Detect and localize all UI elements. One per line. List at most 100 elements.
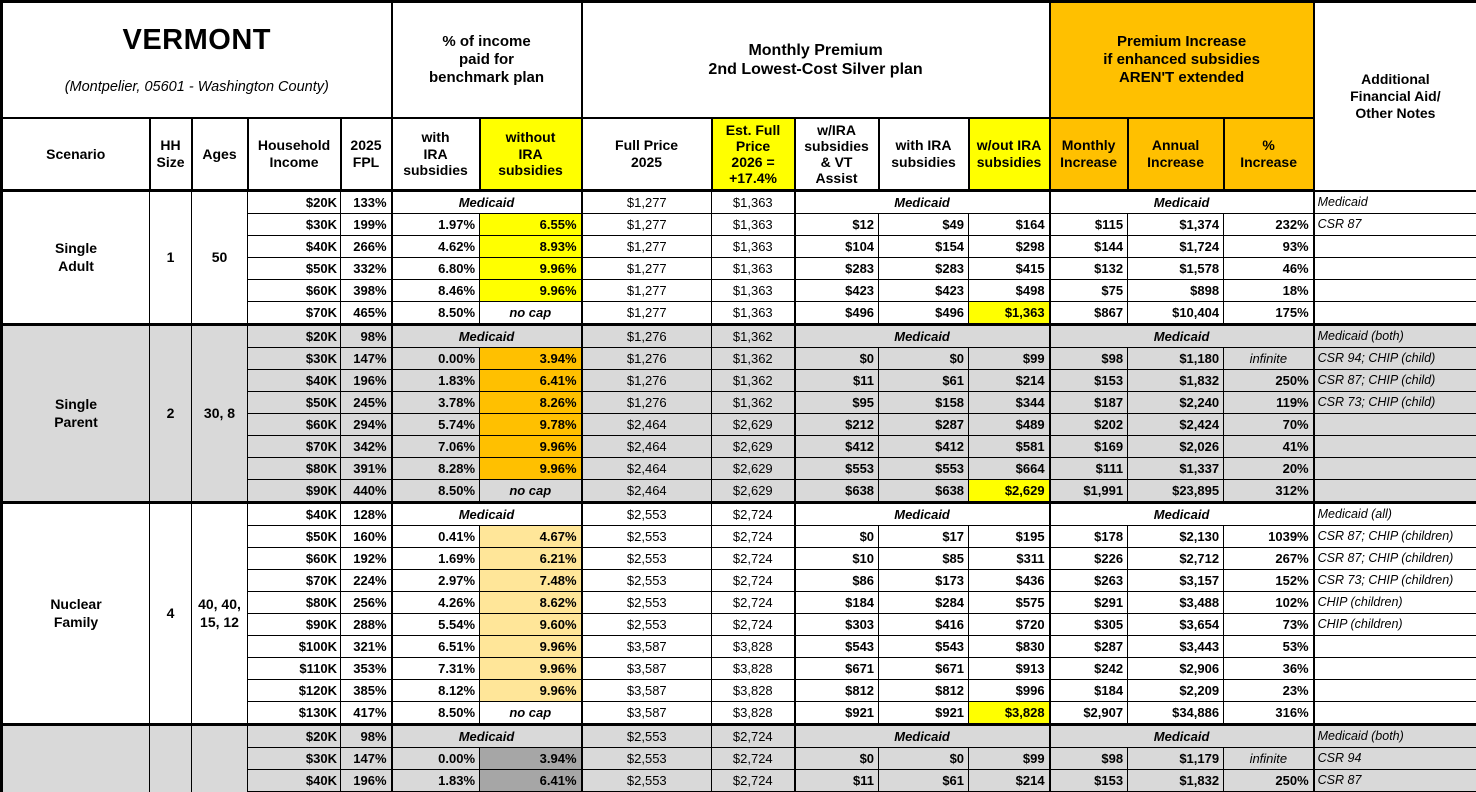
location-subtitle: (Montpelier, 05601 - Washington County) [64, 79, 329, 96]
cell-est-full-price-2026: $1,362 [711, 347, 796, 371]
cell-est-full-price-2026: $1,362 [711, 323, 796, 349]
cell-fpl: 256% [339, 591, 393, 615]
cell-without-ira-pct: 6.41% [479, 369, 583, 393]
cell-without-ira-pct: 9.96% [479, 279, 583, 303]
cell-fpl: 288% [339, 613, 393, 637]
cell-with-ira-pct: 4.26% [390, 591, 481, 615]
cell-notes [1312, 657, 1476, 681]
cell-with-ira-pct: 1.97% [390, 213, 481, 237]
cell-w-ira-vt-assist: $11 [793, 769, 880, 792]
cell-fpl: 391% [339, 457, 393, 481]
cell-pct-increase: 41% [1223, 435, 1315, 459]
cell-monthly-increase: $115 [1048, 213, 1129, 237]
cell-without-ira-pct: 4.67% [479, 525, 583, 549]
cell-fpl: 199% [339, 213, 393, 237]
cell-with-ira-pct: 8.12% [390, 679, 481, 703]
cell-monthly-increase: $144 [1048, 235, 1129, 259]
table-row: $50K 245% 3.78% 8.26% $1,276 $1,362 $95 $158 $34… [1, 391, 1476, 415]
cell-est-full-price-2026: $1,362 [711, 391, 796, 415]
cell-annual-increase: $1,832 [1127, 369, 1225, 393]
cell-without-ira-pct: no cap [479, 701, 583, 726]
cell-pct-increase: 267% [1223, 547, 1315, 571]
col-header-full-price-2025: Full Price 2025 [580, 116, 713, 193]
cell-notes: CHIP (children) [1312, 613, 1476, 637]
table-row: $80K 256% 4.26% 8.62% $2,553 $2,724 $184 $284 $5… [1, 591, 1476, 615]
cell-wout-ira-subsidies: $436 [968, 569, 1051, 593]
cell-fpl: 266% [339, 235, 393, 259]
cell-household-income: $30K [247, 747, 341, 771]
cell-household-income: $30K [247, 213, 341, 237]
cell-fpl: 128% [339, 501, 393, 527]
cell-household-income: $50K [247, 257, 341, 281]
cell-w-ira-vt-assist: $553 [793, 457, 880, 481]
cell-notes [1312, 279, 1476, 303]
col-header-with-ira-pct: with IRA subsidies [390, 116, 481, 193]
cell-medicaid-pct-income: Medicaid [390, 501, 583, 527]
cell-wout-ira-subsidies: $720 [968, 613, 1051, 637]
ages-cell: 64, 64 [191, 723, 248, 792]
cell-annual-increase: $3,654 [1127, 613, 1225, 637]
cell-fpl: 353% [339, 657, 393, 681]
cell-pct-increase: 93% [1223, 235, 1315, 259]
cell-household-income: $60K [247, 547, 341, 571]
cell-household-income: $20K [247, 723, 341, 749]
cell-with-ira-subsidies: $412 [878, 435, 970, 459]
cell-with-ira-subsidies: $0 [878, 747, 970, 771]
cell-pct-increase: 232% [1223, 213, 1315, 237]
cell-medicaid-pct-income: Medicaid [390, 723, 583, 749]
cell-fpl: 440% [339, 479, 393, 504]
cell-est-full-price-2026: $1,363 [711, 235, 796, 259]
table-row: Single Adult 1 50 $20K 133% Medicaid $1,277 $1,… [1, 190, 1476, 326]
cell-wout-ira-subsidies: $664 [968, 457, 1051, 481]
cell-pct-increase: 102% [1223, 591, 1315, 615]
cell-notes: CSR 87 [1312, 769, 1476, 792]
cell-est-full-price-2026: $1,363 [711, 213, 796, 237]
cell-pct-increase: infinite [1223, 347, 1315, 371]
cell-with-ira-subsidies: $284 [878, 591, 970, 615]
cell-est-full-price-2026: $3,828 [711, 701, 796, 726]
cell-notes [1312, 301, 1476, 326]
cell-full-price-2025: $2,553 [580, 569, 713, 593]
cell-pct-increase: 250% [1223, 369, 1315, 393]
cell-without-ira-pct: 6.55% [479, 213, 583, 237]
cell-with-ira-subsidies: $287 [878, 413, 970, 437]
table-row: Pre- Retirees264, 64$20K98%Medicaid$2,55… [1, 723, 1476, 792]
cell-fpl: 342% [339, 435, 393, 459]
cell-medicaid-subsidized-premium: Medicaid [793, 723, 1051, 749]
cell-pct-increase: 175% [1223, 301, 1315, 326]
cell-annual-increase: $2,240 [1127, 391, 1225, 415]
table-row: $90K 440% 8.50% no cap $2,464 $2,629 $638 $638 $… [1, 479, 1476, 504]
cell-fpl: 398% [339, 279, 393, 303]
cell-full-price-2025: $3,587 [580, 701, 713, 726]
cell-wout-ira-subsidies: $2,629 [968, 479, 1051, 504]
cell-wout-ira-subsidies: $164 [968, 213, 1051, 237]
cell-annual-increase: $1,724 [1127, 235, 1225, 259]
cell-without-ira-pct: 8.26% [479, 391, 583, 415]
cell-notes: CSR 94 [1312, 747, 1476, 771]
cell-wout-ira-subsidies: $575 [968, 591, 1051, 615]
scenario-cell: Nuclear Family [1, 501, 150, 726]
cell-household-income: $70K [247, 301, 341, 326]
cell-w-ira-vt-assist: $10 [793, 547, 880, 571]
table-row: $30K 147% 0.00% 3.94% $1,276 $1,362 $0 $0 $99 $98… [1, 347, 1476, 371]
cell-full-price-2025: $1,277 [580, 235, 713, 259]
cell-annual-increase: $23,895 [1127, 479, 1225, 504]
ages-cell: 30, 8 [191, 323, 248, 504]
cell-with-ira-subsidies: $283 [878, 257, 970, 281]
cell-without-ira-pct: 9.96% [479, 457, 583, 481]
cell-with-ira-pct: 8.50% [390, 479, 481, 504]
table-row: $40K 196% 1.83% 6.41% $1,276 $1,362 $11 $61 $214… [1, 369, 1476, 393]
hh-size-cell: 2 [149, 323, 192, 504]
cell-pct-increase: 250% [1223, 769, 1315, 792]
cell-wout-ira-subsidies: $415 [968, 257, 1051, 281]
cell-est-full-price-2026: $3,828 [711, 657, 796, 681]
table-row: $70K 465% 8.50% no cap $1,277 $1,363 $496 $496 $… [1, 301, 1476, 326]
cell-monthly-increase: $867 [1048, 301, 1129, 326]
cell-household-income: $120K [247, 679, 341, 703]
cell-annual-increase: $2,712 [1127, 547, 1225, 571]
cell-pct-increase: 23% [1223, 679, 1315, 703]
table-row: $40K 196% 1.83% 6.41% $2,553 $2,724 $11 $61 $214… [1, 769, 1476, 792]
cell-est-full-price-2026: $2,724 [711, 747, 796, 771]
cell-est-full-price-2026: $2,629 [711, 435, 796, 459]
col-header-pct-increase: % Increase [1222, 116, 1315, 193]
